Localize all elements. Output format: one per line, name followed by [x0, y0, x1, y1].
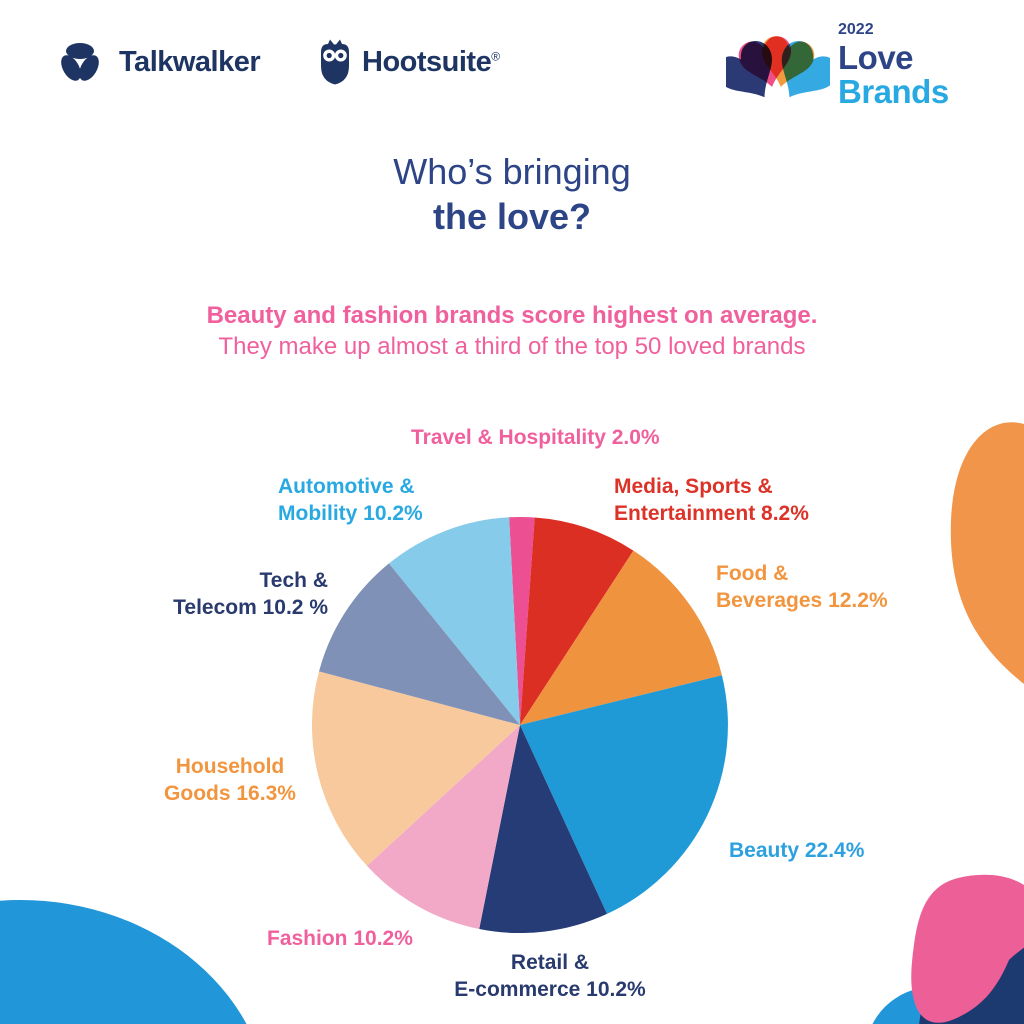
love-brands-wordmark: 2022 Love Brands — [838, 21, 949, 110]
page-subtitle-line2: They make up almost a third of the top 5… — [218, 333, 806, 360]
love-brands-line2: Brands — [838, 73, 949, 110]
pie-chart-svg — [311, 516, 728, 934]
love-brands-logo: 2022 Love Brands — [726, 22, 949, 114]
pie-slice-fashion — [367, 725, 520, 929]
registered-mark: ® — [491, 48, 500, 63]
love-brands-hearts-icon — [726, 36, 830, 98]
pie-label-line: Household — [175, 755, 285, 778]
pie-label-line: Telecom 10.2 % — [173, 596, 328, 619]
pie-label-line: E-commerce 10.2% — [454, 978, 646, 1001]
pie-label-line: Mobility 10.2% — [278, 502, 423, 525]
pie-label-line: Goods 16.3% — [164, 782, 296, 805]
hootsuite-wordmark: Hootsuite® — [362, 45, 500, 78]
pie-label-line: Retail & — [510, 951, 590, 974]
pie-slice-beauty — [520, 675, 728, 914]
page-title: Who’s bringing the love? — [0, 149, 1024, 239]
pie-label-line: Beauty 22.4% — [729, 839, 865, 862]
pie-slice-automotive-mobility — [389, 517, 520, 725]
pie-label-line: Entertainment 8.2% — [614, 502, 809, 525]
pie-label-line: Travel & Hospitality 2.0% — [411, 426, 660, 449]
hootsuite-owl-icon — [321, 39, 349, 85]
pie-label-household-goods: Household Goods 16.3% — [130, 753, 330, 807]
page-subtitle: Beauty and fashion brands score highest … — [0, 300, 1024, 362]
blue-blob-bottom-left — [0, 900, 247, 1024]
pie-label-food-beverages: Food & Beverages 12.2% — [716, 560, 888, 614]
pie-label-automotive-mobility: Automotive & Mobility 10.2% — [278, 473, 423, 527]
orange-blob-right — [950, 422, 1024, 684]
pink-blob-bottom-right — [911, 874, 1024, 1023]
hootsuite-logo: Hootsuite® — [316, 38, 500, 86]
love-brands-year: 2022 — [838, 21, 874, 38]
pie-slice-food-beverages — [520, 550, 722, 725]
pie-label-tech-telecom: Tech & Telecom 10.2 % — [140, 567, 328, 621]
pie-chart — [311, 516, 728, 934]
pie-label-line: Food & — [716, 562, 789, 585]
talkwalker-knot-icon — [61, 43, 99, 81]
page-subtitle-line1: Beauty and fashion brands score highest … — [206, 302, 818, 329]
talkwalker-logo: Talkwalker — [54, 36, 261, 88]
pie-label-travel-hospitality: Travel & Hospitality 2.0% — [411, 424, 660, 451]
pie-label-line: Fashion 10.2% — [267, 927, 413, 950]
love-brands-line1: Love — [838, 39, 914, 76]
talkwalker-wordmark: Talkwalker — [119, 45, 261, 78]
pie-label-line: Media, Sports & — [614, 475, 773, 498]
pie-label-media-sports-entertainment: Media, Sports & Entertainment 8.2% — [614, 473, 809, 527]
pie-slice-tech-telecom — [319, 563, 520, 725]
page-title-line2: the love? — [432, 196, 592, 237]
header: Talkwalker Hootsuite® 2022 Love Brands — [0, 0, 1024, 120]
pie-label-beauty: Beauty 22.4% — [729, 837, 864, 864]
pie-label-line: Automotive & — [278, 475, 415, 498]
pie-label-line: Beverages 12.2% — [716, 589, 888, 612]
pie-slice-retail-ecommerce — [479, 725, 607, 934]
pie-slice-media-sports-entertainment — [520, 517, 634, 725]
pie-label-line: Tech & — [259, 569, 328, 592]
pie-label-retail-ecommerce: Retail & E-commerce 10.2% — [425, 949, 675, 1003]
pie-label-fashion: Fashion 10.2% — [267, 925, 413, 952]
pie-slice-household-goods — [311, 671, 520, 866]
page-title-line1: Who’s bringing — [393, 151, 631, 192]
pie-slice-travel-hospitality — [509, 516, 535, 725]
